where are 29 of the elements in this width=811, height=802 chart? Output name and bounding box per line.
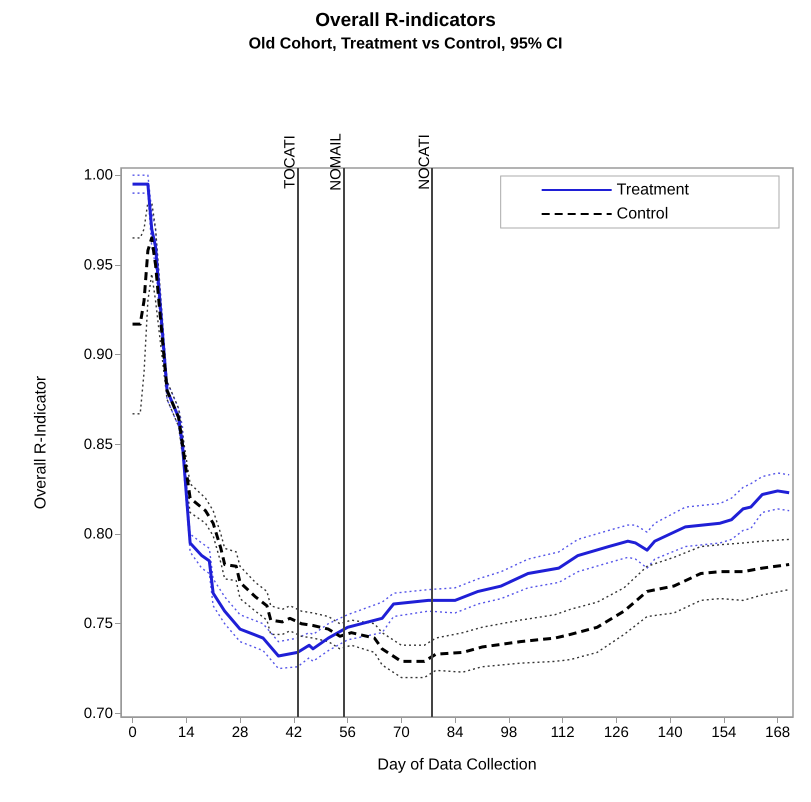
legend-label: Treatment [616,182,690,198]
chart-title: Overall R-indicators [315,10,496,31]
legend-label: Control [616,206,668,222]
x-tick-label: 14 [178,724,195,741]
y-axis-title: Overall R-Indicator [32,375,50,510]
y-tick-label: 0.90 [84,346,113,364]
x-tick-label: 126 [604,724,629,741]
x-tick-label: 112 [550,724,575,741]
x-tick-label: 140 [658,724,683,741]
y-tick-label: 0.75 [84,615,113,632]
y-tick-label: 0.85 [84,436,113,453]
x-axis-title: Day of Data Collection [377,756,537,774]
x-tick-label: 154 [711,724,736,741]
ref-line-label: NOMAIL [328,133,345,191]
x-tick-label: 168 [765,724,790,741]
ref-line-label: TOCATI [282,135,299,189]
x-tick-label: 0 [128,724,137,741]
x-tick-label: 98 [500,724,518,741]
y-tick-label: 1.00 [84,166,113,184]
y-tick-label: 0.70 [84,704,113,722]
y-tick-label: 0.80 [84,526,113,542]
x-tick-label: 56 [339,724,356,741]
x-tick-label: 70 [392,724,410,741]
x-tick-label: 42 [285,724,302,741]
x-tick-label: 28 [232,724,248,741]
chart-subtitle: Old Cohort, Treatment vs Control, 95% CI [248,36,562,52]
x-tick-label: 84 [446,724,464,741]
y-tick-label: 0.95 [84,256,113,274]
ref-line-label: NOCATI [416,134,434,190]
